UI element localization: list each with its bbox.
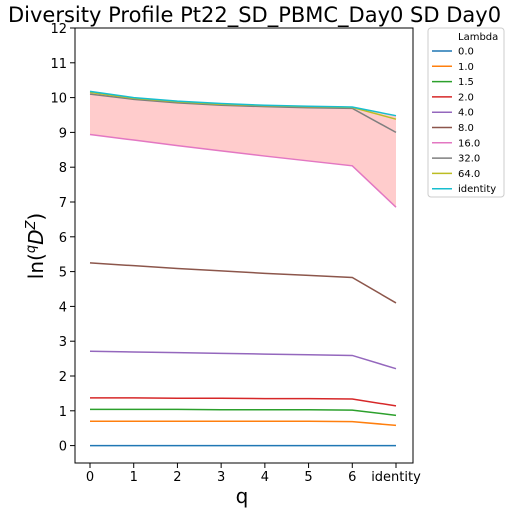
- legend-title: Lambda: [458, 32, 498, 43]
- y-tick-label: 12: [50, 22, 67, 37]
- legend-label: 2.0: [458, 92, 474, 103]
- series-line-1-5: [90, 408, 397, 417]
- legend-label: identity: [458, 184, 496, 195]
- series-line-2-0: [90, 397, 397, 407]
- fill-between-polygon: [90, 91, 396, 208]
- x-tick-label: 3: [217, 470, 225, 485]
- x-tick-label: 2: [173, 470, 181, 485]
- y-tick-label: 5: [59, 266, 67, 281]
- x-tick-label: 0: [86, 470, 94, 485]
- x-tick-label: 6: [348, 470, 356, 485]
- x-axis-label: q: [236, 484, 249, 508]
- x-axis: 0 1 2 3 4 5 6 identity: [86, 463, 421, 485]
- y-tick-label: 4: [59, 300, 67, 315]
- legend: Lambda 0.0 1.0 1.5 2.0 4.0 8.0 16.0 32.0 64.0 ide…: [427, 27, 505, 198]
- y-tick-label: 2: [59, 370, 67, 385]
- fill-between-area: [90, 91, 396, 208]
- legend-label: 16.0: [458, 138, 480, 149]
- y-tick-label: 11: [50, 57, 67, 72]
- legend-label: 1.0: [458, 62, 474, 73]
- legend-label: 1.5: [458, 77, 474, 88]
- legend-label: 0.0: [458, 47, 474, 58]
- x-tick-label: 1: [130, 470, 138, 485]
- y-tick-label: 0: [59, 440, 67, 455]
- legend-label: 8.0: [458, 123, 474, 134]
- series-line-1-0: [90, 420, 397, 427]
- series-line-32-0: [89, 93, 397, 134]
- legend-label: 4.0: [458, 108, 474, 119]
- y-tick-label: 3: [59, 335, 67, 350]
- y-tick-label: 8: [59, 161, 67, 176]
- y-tick-label: 9: [59, 126, 67, 141]
- y-tick-label: 6: [59, 231, 67, 246]
- series-line-8-0: [89, 262, 397, 304]
- legend-frame: [427, 27, 505, 198]
- series-line-4-0: [89, 350, 397, 370]
- legend-items: 0.0 1.0 1.5 2.0 4.0 8.0 16.0 32.0 64.0 identity: [432, 47, 496, 195]
- y-tick-label: 10: [50, 92, 67, 107]
- legend-label: 64.0: [458, 169, 480, 180]
- x-tick-label: 4: [261, 470, 269, 485]
- x-tick-label: identity: [371, 470, 421, 485]
- series-line-16-0: [89, 133, 397, 208]
- y-axis-label: ln(qDZ): [24, 213, 48, 279]
- x-tick-label: 5: [304, 470, 312, 485]
- y-tick-label: 1: [59, 405, 67, 420]
- series-lines: [89, 90, 397, 447]
- legend-label: 32.0: [458, 154, 480, 165]
- series-line-identity: [89, 90, 397, 117]
- chart-title: Diversity Profile Pt22_SD_PBMC_Day0 SD D…: [8, 3, 501, 28]
- y-tick-label: 7: [59, 196, 67, 211]
- plot-frame: [74, 27, 414, 464]
